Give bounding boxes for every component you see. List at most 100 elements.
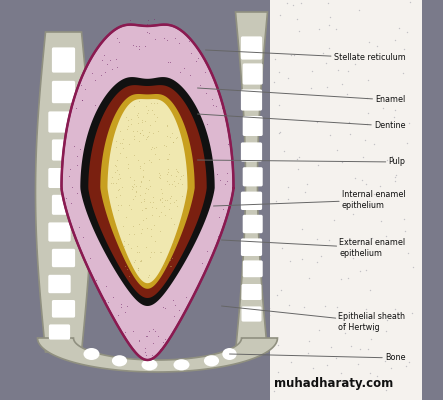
Point: [256, 392, 264, 398]
Point: [78, 320, 85, 327]
Point: [23, 93, 30, 99]
Point: [34, 131, 41, 137]
Point: [108, 164, 115, 171]
FancyBboxPatch shape: [52, 139, 75, 160]
Point: [211, 362, 218, 369]
Text: Stellate reticulum: Stellate reticulum: [206, 50, 405, 62]
Point: [252, 228, 259, 235]
Point: [364, 95, 371, 101]
Point: [157, 347, 164, 353]
Point: [147, 28, 154, 35]
Point: [66, 255, 74, 261]
Point: [87, 8, 94, 15]
Point: [43, 374, 51, 380]
Point: [271, 56, 278, 63]
Point: [263, 312, 270, 319]
Point: [147, 78, 154, 84]
Point: [77, 144, 84, 150]
Point: [189, 110, 196, 117]
Point: [42, 271, 49, 277]
Point: [175, 304, 183, 310]
Point: [258, 4, 265, 11]
Point: [107, 146, 114, 153]
Point: [149, 143, 156, 150]
Point: [239, 293, 246, 299]
Point: [142, 292, 149, 298]
Point: [218, 304, 225, 310]
Point: [159, 330, 167, 337]
Point: [303, 181, 310, 187]
Point: [338, 370, 345, 376]
Point: [145, 139, 152, 146]
Ellipse shape: [141, 359, 158, 370]
Point: [120, 23, 127, 30]
Point: [105, 48, 113, 54]
Point: [364, 110, 371, 116]
Point: [337, 276, 344, 282]
Point: [33, 186, 40, 193]
Point: [152, 223, 159, 229]
Point: [168, 228, 175, 235]
Point: [111, 49, 118, 55]
Point: [221, 136, 228, 142]
Point: [37, 2, 44, 8]
Point: [148, 11, 155, 17]
Point: [363, 121, 370, 127]
Point: [174, 12, 181, 18]
Point: [253, 45, 260, 52]
Point: [315, 26, 323, 32]
Point: [36, 260, 43, 266]
Point: [325, 45, 332, 51]
Point: [122, 269, 129, 276]
Point: [124, 29, 131, 35]
Point: [91, 156, 98, 163]
Point: [277, 129, 284, 136]
Point: [32, 135, 39, 141]
Point: [248, 2, 255, 8]
Point: [299, 256, 306, 262]
Point: [263, 78, 270, 84]
Point: [107, 161, 114, 167]
Point: [175, 238, 182, 244]
Point: [41, 335, 48, 342]
Point: [150, 317, 157, 323]
Point: [88, 383, 95, 390]
Point: [259, 144, 266, 150]
Point: [183, 260, 190, 266]
Point: [213, 60, 220, 66]
Point: [70, 50, 78, 56]
Point: [56, 344, 63, 350]
Point: [60, 384, 67, 390]
Point: [165, 16, 172, 23]
Point: [58, 77, 66, 84]
Point: [129, 165, 136, 171]
Point: [102, 326, 109, 333]
Point: [182, 27, 189, 34]
Point: [140, 38, 147, 44]
Point: [64, 147, 71, 154]
Point: [100, 296, 107, 302]
Point: [32, 3, 39, 10]
Point: [182, 325, 189, 332]
Point: [80, 102, 87, 109]
Point: [223, 298, 230, 304]
Point: [207, 198, 214, 205]
Point: [407, 0, 414, 6]
Point: [178, 350, 185, 356]
Point: [340, 320, 347, 326]
Point: [29, 39, 36, 46]
Point: [63, 25, 70, 31]
Point: [341, 330, 348, 336]
Point: [48, 340, 55, 347]
Point: [163, 356, 170, 362]
Point: [36, 56, 43, 63]
Point: [97, 335, 105, 341]
Point: [403, 140, 410, 146]
Point: [192, 107, 199, 113]
Point: [331, 217, 338, 223]
Point: [259, 158, 266, 165]
Point: [230, 185, 237, 192]
Point: [155, 354, 163, 360]
Point: [229, 327, 236, 333]
Point: [226, 229, 233, 235]
